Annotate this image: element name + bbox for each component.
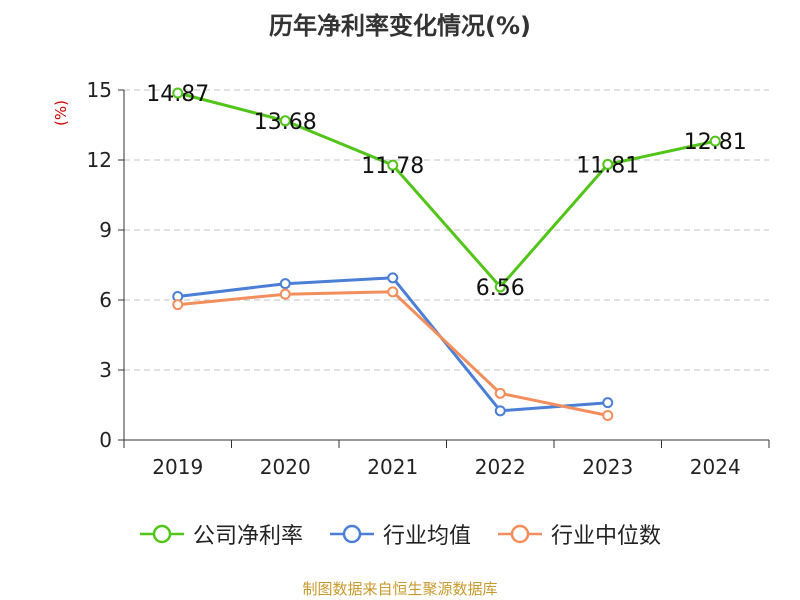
data-point (602, 397, 614, 409)
data-point (387, 286, 399, 298)
data-point (279, 115, 291, 127)
x-tick-label: 2020 (260, 455, 311, 479)
data-label: 13.68 (254, 110, 317, 135)
legend-item-net-margin[interactable]: 公司净利率 (139, 518, 303, 550)
legend-label: 行业均值 (382, 524, 471, 549)
data-point (494, 387, 506, 399)
data-label: 11.78 (361, 154, 424, 179)
data-label: 14.87 (146, 82, 209, 107)
data-point (279, 288, 291, 300)
data-label: 11.81 (576, 153, 639, 178)
data-point (279, 278, 291, 290)
data-point (387, 159, 399, 171)
y-tick-label: 15 (87, 78, 112, 102)
x-tick-label: 2024 (690, 455, 741, 479)
data-point (494, 405, 506, 417)
legend-label: 行业中位数 (551, 524, 662, 549)
legend: 公司净利率 行业均值 行业中位数 (0, 518, 800, 550)
y-tick-label: 0 (99, 428, 112, 452)
data-point (172, 87, 184, 99)
x-tick-label: 2021 (367, 455, 418, 479)
data-label: 6.56 (476, 276, 525, 301)
data-label: 12.81 (684, 130, 747, 155)
x-tick-label: 2019 (152, 455, 203, 479)
series-line (177, 290, 609, 417)
legend-item-industry-average[interactable]: 行业均值 (329, 518, 471, 550)
legend-marker-icon (498, 524, 542, 544)
y-tick-label: 6 (99, 288, 112, 312)
legend-marker-icon (139, 524, 184, 544)
data-point (602, 158, 614, 170)
data-point (387, 272, 399, 284)
legend-marker-icon (329, 524, 374, 544)
data-point (602, 410, 614, 421)
chart-title: 历年净利率变化情况(%) (269, 12, 531, 40)
x-tick-label: 2022 (475, 455, 526, 479)
x-tick-label: 2023 (582, 455, 633, 479)
y-tick-label: 3 (99, 358, 112, 382)
y-tick-label: 9 (99, 218, 112, 242)
data-point (494, 281, 506, 293)
data-point (172, 299, 184, 311)
data-point (709, 135, 721, 147)
data-source-note: 制图数据来自恒生聚源数据库 (302, 580, 498, 598)
series-line (177, 91, 716, 289)
legend-item-industry-median[interactable]: 行业中位数 (497, 518, 661, 550)
legend-label: 公司净利率 (192, 524, 303, 549)
y-tick-label: 12 (87, 148, 112, 172)
